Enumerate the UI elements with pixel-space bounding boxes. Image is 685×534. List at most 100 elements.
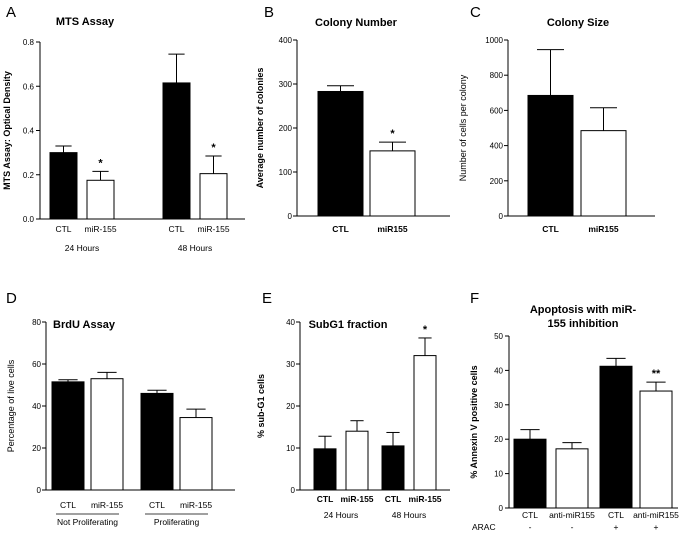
y-tick-label: 10 [494,470,503,479]
y-tick-label: 200 [490,177,504,186]
category-label: CTL [168,224,184,234]
category-label: CTL [55,224,71,234]
significance-marker: ** [652,368,661,380]
panel-e: E SubG1 fraction % sub-G1 cells 0 10 20 30 40 CT… [256,290,450,520]
y-tick-label: 20 [32,444,41,453]
category-label: CTL [385,494,402,504]
y-axis-label: MTS Assay: Optical Density [2,71,12,190]
panel-title: SubG1 fraction [309,319,388,331]
category-label: CTL [60,500,76,510]
y-tick-label: 40 [286,318,295,327]
panel-title: BrdU Assay [53,319,116,331]
category-label: miR155 [377,224,408,234]
bar [639,390,673,509]
y-tick-label: 0 [288,212,293,221]
panel-f: F Apoptosis with miR- 155 inhibition % Anne… [469,290,679,532]
group-label: 24 Hours [324,510,359,520]
y-axis-label: Percentage of live cells [6,359,16,452]
bar [140,392,174,491]
bar [317,90,364,217]
y-tick-label: 0 [37,486,42,495]
panel-title-line: 155 inhibition [548,318,619,330]
bar [599,365,633,509]
category-label: CTL [608,510,624,520]
category-label: anti-miR155 [633,510,679,520]
panel-letter: B [264,4,274,21]
bar [313,448,337,491]
y-tick-label: 0.2 [23,171,35,180]
bar [513,438,547,509]
category-label: miR-155 [84,224,116,234]
panel-d: D BrdU Assay Percentage of live cells 0 20 40… [6,290,235,527]
panel-title: Colony Size [547,17,609,29]
y-axis-label: Number of cells per colony [458,74,468,181]
group-label: 24 Hours [65,243,100,253]
condition-label: ARAC [472,522,496,532]
category-label: CTL [542,224,559,234]
bar [51,381,85,491]
category-label: CTL [149,500,165,510]
bar [86,179,115,220]
bar [179,417,213,491]
bar [413,355,437,491]
y-tick-label: 80 [32,318,41,327]
y-tick-label: 0.0 [23,215,35,224]
category-label: CTL [332,224,349,234]
bar [555,448,589,509]
y-tick-label: 0.6 [23,82,35,91]
category-label: miR155 [588,224,619,234]
bar [199,173,228,220]
panel-letter: F [470,290,479,307]
y-tick-label: 30 [494,401,503,410]
category-label: miR-155 [180,500,212,510]
y-tick-label: 10 [286,444,295,453]
panel-title: MTS Assay [56,16,115,28]
panel-title: Apoptosis with miR- 155 inhibition [530,304,637,330]
y-tick-label: 0 [291,486,296,495]
y-tick-label: 800 [490,71,504,80]
group-label: 48 Hours [392,510,427,520]
significance-marker: * [390,128,395,140]
condition-value: - [571,522,574,532]
panel-a: A MTS Assay MTS Assay: Optical Density 0.0 0… [2,4,245,253]
y-tick-label: 0 [499,504,504,513]
condition-value: - [529,522,532,532]
category-label: miR-155 [91,500,123,510]
y-tick-label: 300 [279,80,293,89]
y-tick-label: 0.8 [23,38,35,47]
group-label: Not Proliferating [57,517,118,527]
bar [369,150,416,217]
category-label: miR-155 [340,494,373,504]
panel-title-line: Apoptosis with miR- [530,304,637,316]
significance-marker: * [211,142,216,154]
condition-value: + [614,522,619,532]
y-tick-label: 40 [32,402,41,411]
bar [49,152,78,220]
significance-marker: * [423,324,428,336]
y-tick-label: 600 [490,106,504,115]
panel-letter: A [6,4,16,21]
y-tick-label: 20 [286,402,295,411]
y-tick-label: 0.4 [23,127,35,136]
category-label: CTL [317,494,334,504]
y-axis-label: % Annexin V positive cells [469,365,479,478]
y-tick-label: 400 [490,142,504,151]
panel-c: C Colony Size Number of cells per colony 0 2… [458,4,655,234]
group-label: 48 Hours [178,243,213,253]
bar [381,445,405,491]
y-tick-label: 100 [279,168,293,177]
panel-letter: C [470,4,481,21]
panel-letter: D [6,290,17,307]
y-tick-label: 200 [279,124,293,133]
category-label: miR-155 [408,494,441,504]
panel-b: B Colony Number Average number of colonies… [255,4,450,234]
y-tick-label: 30 [286,360,295,369]
condition-value: + [654,522,659,532]
category-label: CTL [522,510,538,520]
bar [90,378,124,491]
y-tick-label: 60 [32,360,41,369]
bar [527,94,574,217]
group-label: Proliferating [154,517,200,527]
y-tick-label: 0 [499,212,504,221]
bar [580,130,627,217]
